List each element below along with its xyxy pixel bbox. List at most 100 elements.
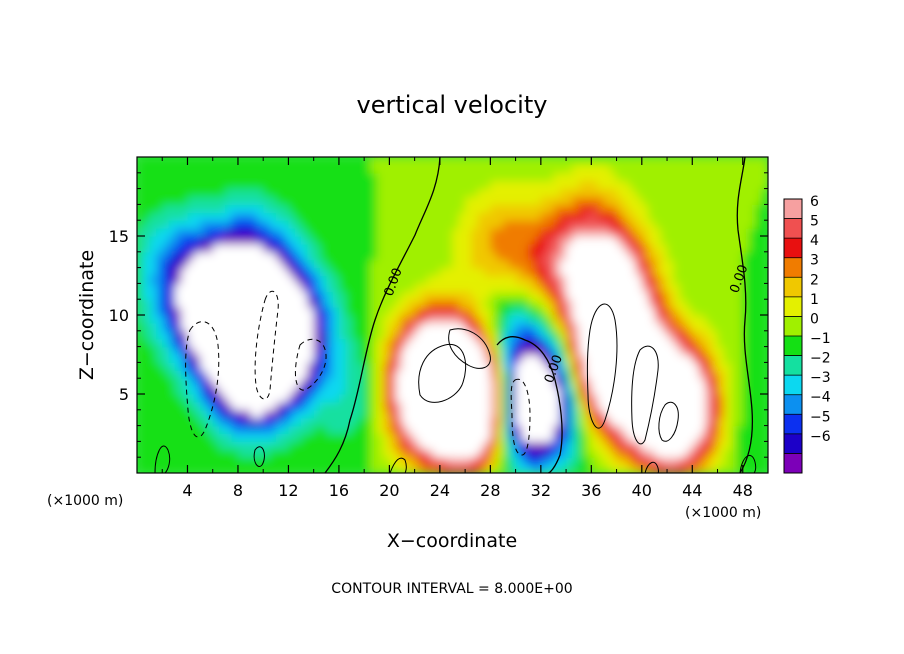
field-cell [408, 330, 416, 340]
field-cell [484, 346, 491, 356]
positive-contour-a [418, 343, 467, 403]
field-cell [370, 251, 378, 261]
field-cell [452, 236, 460, 245]
field-cell [471, 465, 479, 473]
field-cell [383, 291, 390, 300]
field-cell [326, 299, 334, 308]
field-cell [313, 283, 321, 292]
field-cell [648, 449, 656, 458]
field-cell [528, 465, 536, 473]
field-cell [433, 291, 441, 300]
field-cell [452, 315, 460, 324]
field-cell [414, 299, 422, 308]
field-cell [465, 370, 473, 379]
field-cell [553, 212, 561, 221]
field-cell [414, 370, 422, 379]
field-cell [585, 417, 592, 427]
field-cell [692, 315, 700, 324]
field-cell [698, 322, 706, 332]
field-cell [288, 409, 296, 419]
field-cell [408, 204, 416, 213]
field-cell [698, 196, 706, 205]
field-cell [616, 394, 624, 403]
field-cell [376, 346, 384, 356]
field-cell [711, 417, 719, 427]
field-cell [698, 172, 706, 182]
field-cell [402, 346, 409, 356]
field-cell [679, 346, 687, 356]
field-cell [357, 243, 365, 253]
field-cell [515, 243, 523, 253]
field-cell [383, 243, 390, 253]
field-cell [616, 307, 624, 316]
field-cell [622, 196, 630, 205]
field-cell [269, 457, 277, 466]
field-cell [679, 449, 687, 458]
field-cell [591, 228, 599, 237]
field-cell [326, 259, 334, 269]
field-cell [414, 243, 422, 253]
field-cell [553, 322, 561, 332]
field-cell [515, 259, 523, 269]
field-cell [402, 433, 409, 442]
field-cell [692, 243, 700, 253]
field-cell [301, 315, 308, 324]
field-cell [439, 164, 447, 174]
chart-title: vertical velocity [357, 91, 548, 119]
field-cell [711, 370, 719, 379]
field-cell [553, 465, 561, 473]
field-cell [660, 188, 668, 198]
field-cell [395, 283, 403, 292]
field-cell [477, 275, 485, 284]
field-cell [730, 236, 738, 245]
field-cell [187, 236, 195, 245]
field-cell [496, 338, 504, 348]
field-cell [313, 330, 321, 340]
field-cell [155, 251, 163, 261]
field-cell [559, 157, 567, 166]
field-cell [319, 338, 327, 348]
field-cell [502, 449, 510, 458]
field-cell [578, 417, 586, 427]
field-cell [742, 188, 750, 198]
field-cell [742, 157, 750, 166]
field-cell [282, 362, 290, 371]
field-cell [250, 354, 258, 363]
field-cell [338, 401, 346, 411]
field-cell [357, 291, 365, 300]
field-cell [458, 433, 466, 442]
field-cell [402, 307, 409, 316]
field-cell [749, 164, 756, 174]
field-cell [761, 354, 768, 363]
field-cell [364, 322, 372, 332]
field-cell [168, 164, 176, 174]
field-cell [143, 291, 151, 300]
field-cell [635, 283, 643, 292]
field-cell [338, 433, 346, 442]
field-cell [761, 315, 768, 324]
field-cell [761, 433, 768, 442]
field-cell [174, 243, 182, 253]
field-cell [698, 180, 706, 190]
field-cell [528, 378, 536, 387]
field-cell [515, 425, 523, 435]
field-cell [193, 212, 201, 221]
field-cell [685, 315, 693, 324]
field-cell [502, 243, 510, 253]
field-cell [143, 401, 151, 411]
field-cell [515, 338, 523, 348]
field-cell [149, 267, 157, 277]
field-cell [200, 188, 208, 198]
field-cell [591, 417, 599, 427]
field-cell [225, 212, 233, 221]
field-cell [742, 449, 750, 458]
field-cell [402, 362, 409, 371]
field-cell [591, 251, 599, 261]
field-cell [168, 291, 176, 300]
field-cell [200, 362, 208, 371]
field-cell [237, 212, 245, 221]
field-cell [389, 164, 397, 174]
field-cell [547, 401, 555, 411]
field-cell [578, 220, 586, 229]
field-cell [206, 330, 214, 340]
